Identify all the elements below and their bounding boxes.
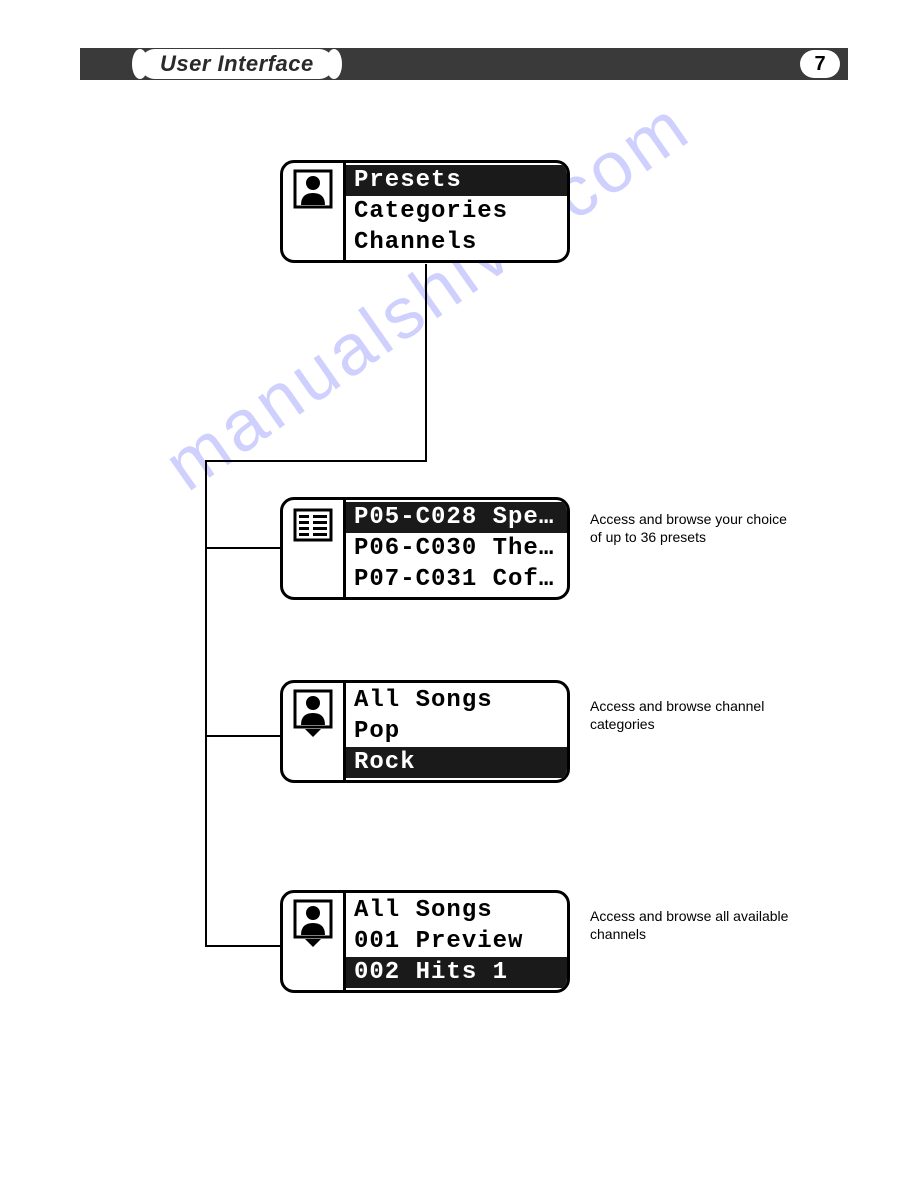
- screen-lines: All SongsPopRock: [346, 683, 567, 780]
- watermark: manualshive.com: [150, 84, 705, 507]
- categories-description: Access and browse channel categories: [590, 697, 790, 733]
- person-icon: [283, 163, 343, 260]
- menu-line: All Songs: [346, 895, 567, 926]
- menu-line: Channels: [346, 227, 567, 258]
- menu-line: P07-C031 Cof…: [346, 564, 567, 595]
- screen-lines: All Songs001 Preview002 Hits 1: [346, 893, 567, 990]
- menu-line: 001 Preview: [346, 926, 567, 957]
- menu-line: Presets: [346, 165, 567, 196]
- menu-line: P05-C028 Spe…: [346, 502, 567, 533]
- connector-line: [205, 735, 280, 737]
- page-header: User Interface 7: [80, 48, 848, 80]
- presets-screen: P05-C028 Spe…P06-C030 The…P07-C031 Cof…: [280, 497, 570, 600]
- channels-screen: All Songs001 Preview002 Hits 1: [280, 890, 570, 993]
- connector-line: [205, 945, 280, 947]
- connector-line: [425, 264, 427, 461]
- list-icon: [283, 500, 343, 597]
- diagram-area: manualshive.com PresetsCategoriesChannel…: [0, 140, 918, 1188]
- connector-line: [205, 460, 207, 947]
- connector-line: [205, 547, 280, 549]
- page-number-badge: 7: [800, 50, 840, 78]
- menu-line: All Songs: [346, 685, 567, 716]
- screen-lines: P05-C028 Spe…P06-C030 The…P07-C031 Cof…: [346, 500, 567, 597]
- menu-line: 002 Hits 1: [346, 957, 567, 988]
- main_menu-screen: PresetsCategoriesChannels: [280, 160, 570, 263]
- page-title: User Interface: [160, 51, 314, 76]
- channels-description: Access and browse all available channels: [590, 907, 790, 943]
- menu-line: P06-C030 The…: [346, 533, 567, 564]
- categories-screen: All SongsPopRock: [280, 680, 570, 783]
- menu-line: Pop: [346, 716, 567, 747]
- screen-lines: PresetsCategoriesChannels: [346, 163, 567, 260]
- header-title-container: User Interface: [140, 49, 334, 79]
- connector-line: [205, 460, 427, 462]
- header-notch: [80, 48, 120, 80]
- presets-description: Access and browse your choice of up to 3…: [590, 510, 790, 546]
- menu-line: Rock: [346, 747, 567, 778]
- person-scroll-icon: [283, 683, 343, 780]
- menu-line: Categories: [346, 196, 567, 227]
- person-scroll-icon: [283, 893, 343, 990]
